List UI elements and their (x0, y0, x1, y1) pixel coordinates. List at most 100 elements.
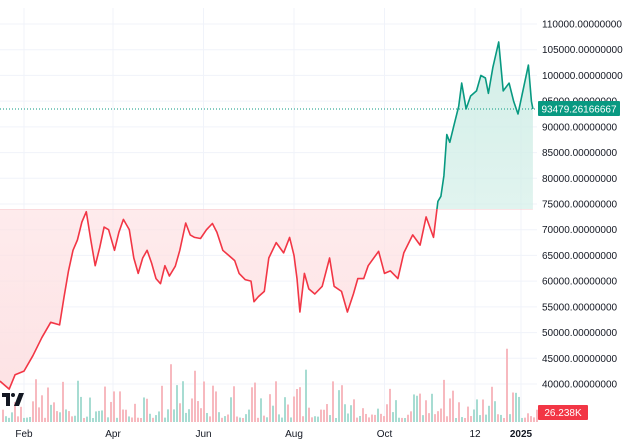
price-area (0, 42, 533, 390)
volume-bar (470, 416, 472, 422)
price-line-down[interactable] (0, 42, 533, 390)
price-line-up[interactable] (0, 41, 534, 389)
volume-bar (260, 398, 262, 422)
x-tick-label: Feb (15, 429, 33, 440)
volume-bar (74, 415, 76, 422)
volume-bar (83, 417, 85, 422)
volume-bar (179, 403, 181, 422)
y-tick-label: 65000.00000000 (542, 251, 618, 262)
volume-bar (428, 413, 430, 422)
volume-bar (512, 392, 514, 422)
volume-bar (200, 408, 202, 422)
volume-bar (380, 413, 382, 422)
volume-bar (479, 415, 481, 422)
x-tick-label: 2025 (510, 429, 533, 440)
volume-bar (344, 404, 346, 422)
volume-bar (245, 414, 247, 422)
volume-bar (413, 394, 415, 422)
volume-bar (212, 385, 214, 422)
last-price-badge (538, 100, 620, 116)
y-axis: 40000.00000000 45000.00000000 50000.000000… (542, 20, 623, 391)
tradingview-logo-icon[interactable] (0, 389, 26, 409)
volume-bar (386, 404, 388, 422)
volume-bar (164, 417, 166, 422)
y-tick-label: 45000.00000000 (542, 354, 618, 365)
volume-bar (230, 397, 232, 422)
price-line (0, 41, 534, 390)
volume-bar (272, 405, 274, 422)
volume-bar (368, 417, 370, 422)
volume-bar (437, 411, 439, 422)
y-tick-label: 40000.00000000 (542, 380, 618, 391)
volume-bar (296, 389, 298, 422)
volume-bar (449, 398, 451, 422)
volume-bar (209, 416, 211, 422)
volume-bar (62, 381, 64, 422)
volume-bar (431, 393, 433, 422)
volume-bar (518, 396, 520, 422)
y-tick-label: 85000.00000000 (542, 148, 618, 159)
volume-bar (218, 412, 220, 422)
volume-bar (452, 390, 454, 422)
volume-bar (305, 369, 307, 422)
volume-bar (38, 407, 40, 422)
volume-bar (446, 416, 448, 422)
volume-bar (485, 414, 487, 422)
volume-bar (527, 413, 529, 422)
x-tick-label: 12 (469, 429, 481, 440)
volume-bar (251, 387, 253, 422)
volume-bar (65, 409, 67, 422)
y-tick-label: 70000.00000000 (542, 225, 618, 236)
volume-bar (401, 417, 403, 422)
volume-bar (524, 417, 526, 422)
volume-bar (167, 409, 169, 422)
volume-bar (197, 401, 199, 422)
volume-bar (266, 417, 268, 422)
volume-bar (149, 413, 151, 422)
volume-bar (359, 415, 361, 422)
volume-bar (320, 409, 322, 422)
volume-bar (59, 412, 61, 422)
volume-bar (293, 396, 295, 422)
volume-bar (191, 398, 193, 422)
volume-bar (92, 417, 94, 422)
volume-bar (314, 416, 316, 422)
volume-bar (515, 392, 517, 422)
volume-bar (323, 409, 325, 422)
volume-bar (476, 399, 478, 422)
volume-bar (350, 405, 352, 422)
volume-bar (473, 409, 475, 422)
volume-bar (329, 415, 331, 422)
x-tick-label: Jun (195, 429, 211, 440)
volume-bar (398, 417, 400, 422)
volume-bar (44, 417, 46, 422)
volume-bar (530, 416, 532, 422)
volume-bar (137, 417, 139, 422)
volume-bar (488, 405, 490, 422)
volume-bar (308, 407, 310, 422)
volume-bar (482, 399, 484, 422)
volume-bar (233, 386, 235, 422)
volume-bar (146, 398, 148, 422)
volume-bar (404, 418, 406, 422)
volume-bar (47, 387, 49, 422)
volume-bar (440, 408, 442, 422)
volume-bar (377, 408, 379, 422)
volume-bar (158, 411, 160, 422)
volume-bar (128, 416, 130, 422)
volume-bar (407, 414, 409, 422)
volume-bar (425, 400, 427, 422)
x-axis: Feb Apr Jun Aug Oct 12 2025 (15, 429, 532, 440)
volume-bar (20, 406, 22, 422)
volume-bar (311, 417, 313, 422)
x-tick-label: Oct (377, 429, 393, 440)
volume-bar (14, 402, 16, 422)
volume-bar (236, 416, 238, 422)
volume-bars (2, 348, 538, 422)
volume-bar (152, 417, 154, 422)
volume-bar (383, 416, 385, 422)
volume-bar (89, 397, 91, 422)
volume-bar (455, 417, 457, 422)
volume-bar (8, 417, 10, 422)
